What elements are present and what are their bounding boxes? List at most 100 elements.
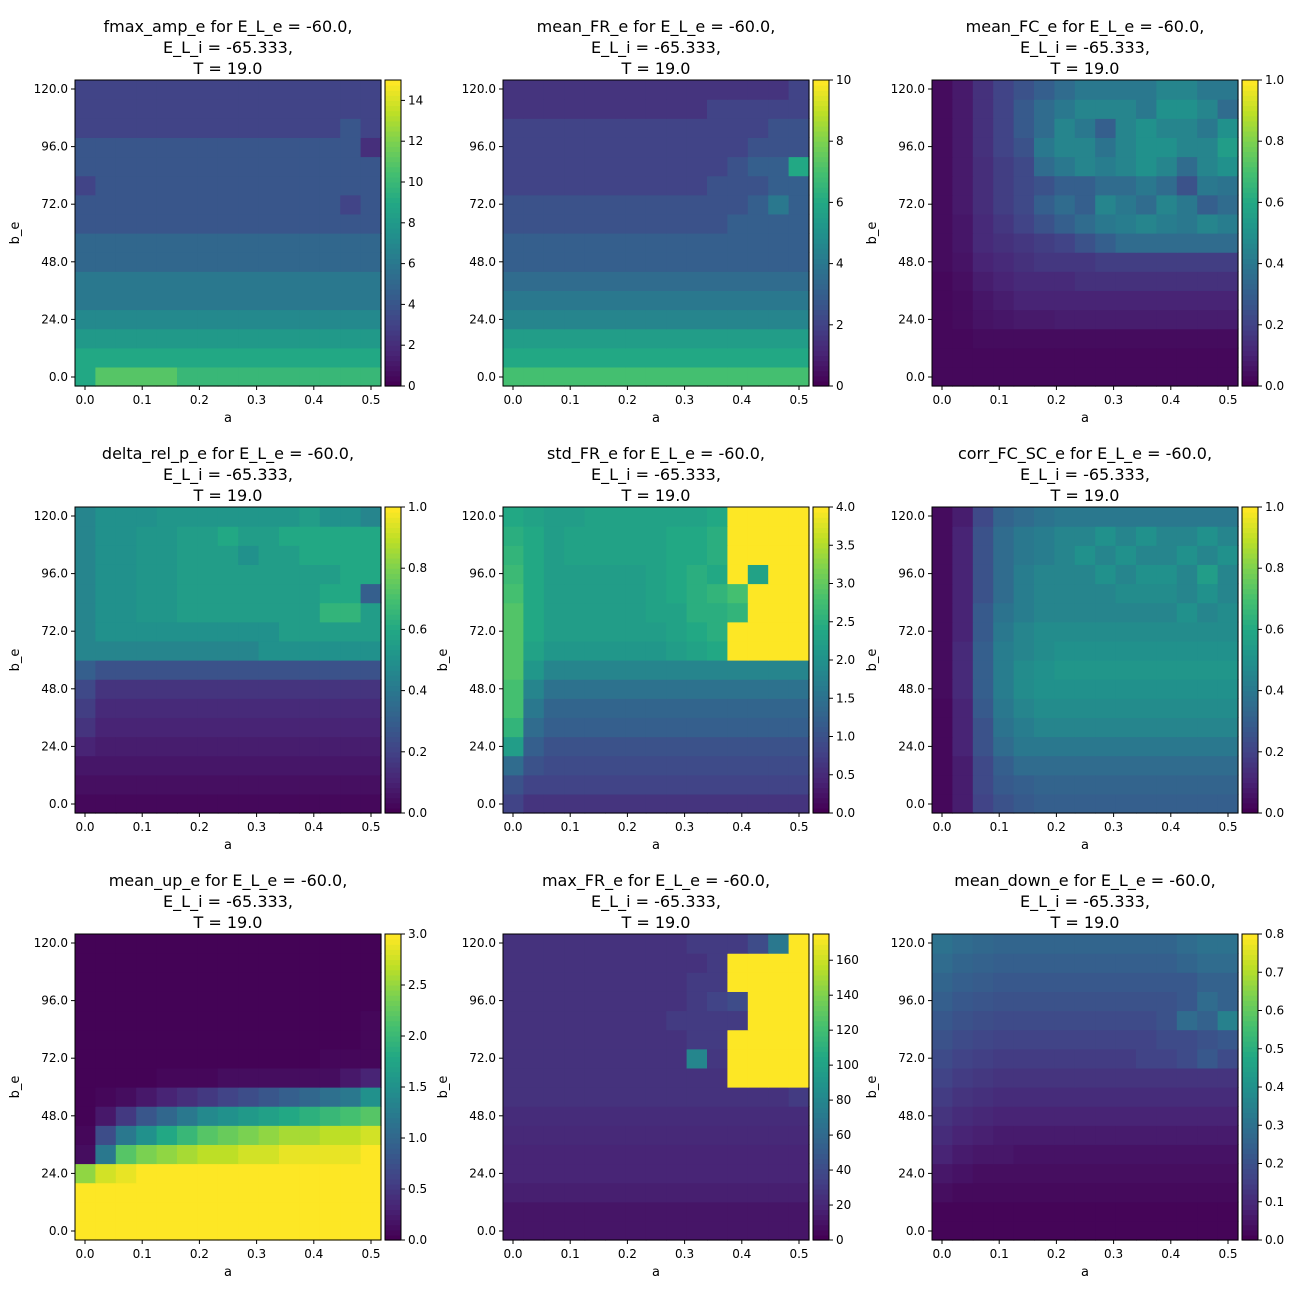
colorbar-segment [1242, 974, 1258, 981]
heatmap-cell [727, 1067, 749, 1088]
heatmap-cell [1095, 507, 1117, 527]
colorbar-segment [1242, 680, 1258, 687]
colorbar-segment [385, 1025, 401, 1032]
heatmap-cell [747, 972, 769, 992]
y-tick-label: 48.0 [41, 255, 68, 269]
heatmap-cell [645, 972, 667, 992]
heatmap-cell [136, 953, 158, 973]
heatmap-cell [686, 271, 708, 291]
colorbar-segment [1242, 705, 1258, 712]
colorbar-tick-label: 40 [836, 1163, 851, 1177]
heatmap-cell [768, 80, 790, 100]
colorbar-segment [1242, 192, 1258, 198]
colorbar-segment [385, 969, 401, 976]
colorbar-segment [1242, 233, 1258, 239]
heatmap-cell [523, 736, 545, 757]
colorbar-segment [385, 1107, 401, 1114]
heatmap-cell [707, 1201, 728, 1222]
colorbar-segment [1242, 309, 1258, 316]
colorbar-segment [813, 782, 829, 789]
heatmap-cell [625, 1010, 647, 1031]
colorbar-tick-label: 4 [836, 257, 844, 271]
heatmap-cell [666, 640, 688, 661]
heatmap-cell [788, 507, 810, 527]
heatmap-cell [543, 507, 565, 527]
heatmap-cell [932, 156, 953, 177]
heatmap-cell [197, 290, 219, 311]
colorbar-segment [813, 309, 829, 316]
heatmap-cell [932, 526, 953, 546]
heatmap-cell [686, 934, 708, 954]
colorbar-segment [1242, 340, 1258, 346]
colorbar-segment [1242, 772, 1258, 778]
heatmap-cell [258, 1182, 280, 1203]
colorbar-tick-label: 0.6 [1265, 622, 1284, 636]
colorbar-segment [1242, 115, 1258, 122]
heatmap-cell [360, 1106, 382, 1126]
heatmap-cell [707, 80, 728, 100]
heatmap-cell [952, 640, 974, 661]
colorbar-segment [1242, 171, 1258, 178]
heatmap-cell [564, 252, 586, 272]
colorbar-segment [385, 578, 401, 585]
heatmap-cell [319, 99, 341, 119]
heatmap-cell [645, 175, 667, 196]
heatmap-cell [319, 1220, 341, 1241]
heatmap-cell [666, 137, 688, 158]
heatmap-cell [727, 194, 749, 215]
heatmap-cell [747, 698, 769, 718]
heatmap-cell [1034, 545, 1055, 565]
heatmap-cell [1095, 679, 1117, 699]
heatmap-cell [1095, 1144, 1117, 1165]
heatmap-cell [666, 175, 688, 196]
heatmap-cell [768, 1010, 790, 1031]
heatmap-cell [136, 640, 158, 661]
heatmap-cell [1197, 640, 1219, 661]
heatmap-cell [258, 793, 280, 814]
colorbar-segment [813, 136, 829, 142]
heatmap-cell [727, 99, 749, 119]
colorbar-segment [813, 609, 829, 615]
panel-title-line: E_L_i = -65.333, [1020, 465, 1150, 485]
heatmap-cell [523, 1125, 545, 1145]
colorbar-segment [813, 1168, 829, 1175]
heatmap-cell [747, 1201, 769, 1222]
heatmap-cell [1197, 213, 1219, 234]
heatmap-cell [993, 1010, 1015, 1031]
heatmap-cell [217, 640, 239, 661]
heatmap-cell [1136, 564, 1157, 585]
colorbar-segment [1242, 690, 1258, 697]
colorbar-segment [813, 598, 829, 605]
colorbar-segment [1242, 1122, 1258, 1129]
heatmap-cell [788, 118, 810, 138]
colorbar-segment [1242, 700, 1258, 707]
heatmap-cell [360, 1067, 382, 1088]
colorbar-segment [1242, 1112, 1258, 1119]
heatmap-cell [319, 1125, 341, 1145]
heatmap-cell [1115, 1029, 1137, 1050]
colorbar-segment [813, 624, 829, 630]
heatmap-cell [1136, 526, 1157, 546]
y-tick-label: 96.0 [898, 567, 925, 581]
heatmap-cell [523, 679, 545, 699]
heatmap-cell [972, 621, 994, 642]
heatmap-cell [115, 309, 137, 330]
heatmap-cell [727, 545, 749, 565]
heatmap-cell [645, 1220, 667, 1241]
heatmap-cell [503, 1106, 524, 1126]
heatmap-cell [75, 793, 96, 814]
heatmap-cell [177, 679, 198, 699]
colorbar-segment [813, 649, 829, 656]
heatmap-cell [1034, 1106, 1055, 1126]
heatmap-cell [747, 118, 769, 138]
heatmap-cell [1095, 991, 1117, 1012]
heatmap-cell [686, 717, 708, 738]
heatmap-cell [340, 233, 362, 253]
heatmap-cell [75, 1067, 96, 1088]
heatmap-cell [340, 1163, 362, 1184]
colorbar-tick-label: 0.8 [1265, 927, 1284, 941]
heatmap-cell [1034, 328, 1055, 349]
colorbar-segment [1242, 1015, 1258, 1022]
colorbar-segment [813, 522, 829, 528]
colorbar-segment [813, 187, 829, 193]
